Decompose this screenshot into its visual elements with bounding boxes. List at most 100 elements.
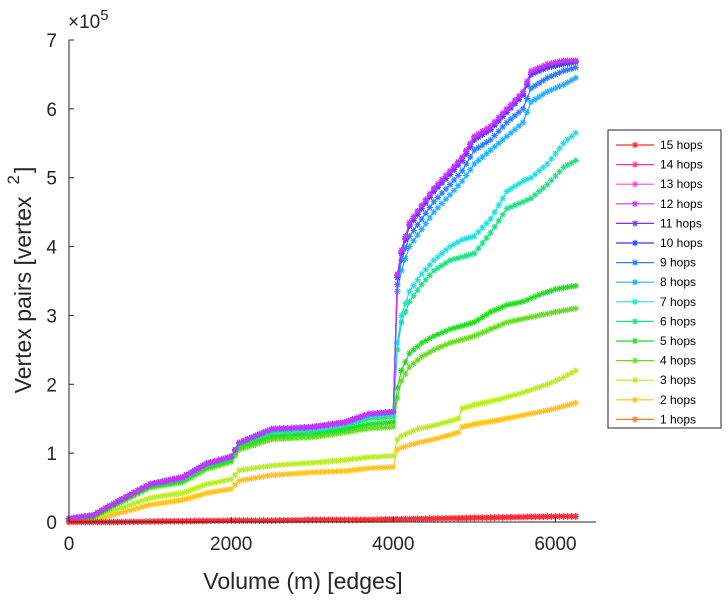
- data-point-3-hops: [519, 389, 527, 396]
- data-point-12-hops: [73, 514, 81, 521]
- data-point-5-hops: [365, 421, 373, 428]
- data-point-2-hops: [292, 470, 300, 477]
- data-point-15-hops: [207, 517, 215, 525]
- data-point-2-hops: [357, 466, 365, 473]
- data-point-9-hops: [515, 109, 523, 116]
- legend-marker: [631, 279, 639, 286]
- data-point-9-hops: [418, 215, 425, 223]
- legend-label: 1 hops: [660, 412, 696, 426]
- data-point-6-hops: [414, 286, 421, 294]
- data-point-6-hops: [568, 159, 575, 166]
- data-point-15-hops: [386, 516, 393, 523]
- data-point-15-hops: [260, 517, 267, 524]
- data-point-4-hops: [564, 306, 571, 314]
- data-point-2-hops: [110, 511, 117, 518]
- data-point-2-hops: [171, 497, 178, 505]
- data-point-12-hops: [211, 457, 219, 465]
- data-point-4-hops: [568, 306, 575, 313]
- data-point-4-hops: [475, 331, 482, 338]
- data-point-3-hops: [227, 476, 235, 483]
- data-point-15-hops: [167, 518, 174, 525]
- data-point-9-hops: [552, 71, 559, 78]
- data-point-9-hops: [560, 67, 567, 75]
- data-point-5-hops: [309, 430, 316, 438]
- data-point-2-hops: [211, 488, 219, 495]
- data-point-4-hops: [495, 322, 502, 329]
- data-point-8-hops: [426, 214, 433, 222]
- data-point-12-hops: [430, 184, 438, 192]
- data-point-15-hops: [503, 514, 511, 521]
- data-point-5-hops: [402, 358, 409, 366]
- data-point-3-hops: [126, 502, 134, 509]
- legend-item-9-hops: 9 hops: [616, 256, 696, 270]
- data-point-2-hops: [300, 469, 308, 477]
- data-point-12-hops: [345, 417, 352, 424]
- data-point-12-hops: [325, 421, 332, 428]
- data-point-15-hops: [248, 517, 255, 524]
- data-point-3-hops: [150, 494, 158, 501]
- legend-label: 13 hops: [660, 177, 703, 191]
- data-point-4-hops: [260, 438, 267, 446]
- data-point-15-hops: [507, 514, 515, 521]
- data-point-4-hops: [540, 311, 547, 318]
- data-point-12-hops: [219, 455, 227, 463]
- data-point-6-hops: [491, 223, 498, 230]
- data-point-4-hops: [349, 427, 356, 435]
- data-point-6-hops: [430, 267, 438, 274]
- data-point-15-hops: [487, 514, 494, 521]
- data-point-3-hops: [475, 400, 482, 408]
- data-point-7-hops: [463, 235, 470, 242]
- data-point-12-hops: [479, 128, 486, 135]
- legend-item-12-hops: 12 hops: [616, 197, 703, 211]
- data-point-4-hops: [244, 443, 251, 451]
- data-point-4-hops: [329, 431, 336, 438]
- data-point-3-hops: [564, 371, 571, 379]
- data-point-9-hops: [475, 144, 482, 151]
- data-point-15-hops: [527, 513, 535, 521]
- data-point-3-hops: [511, 391, 519, 399]
- data-point-3-hops: [191, 485, 198, 492]
- data-point-9-hops: [459, 167, 466, 175]
- data-point-6-hops: [422, 276, 429, 284]
- data-point-7-hops: [499, 195, 506, 202]
- data-point-7-hops: [438, 250, 446, 257]
- data-point-2-hops: [483, 418, 490, 426]
- data-point-2-hops: [556, 404, 563, 411]
- data-point-5-hops: [503, 301, 511, 309]
- data-point-15-hops: [211, 517, 219, 524]
- data-point-5-hops: [268, 432, 275, 440]
- data-point-12-hops: [276, 425, 283, 432]
- data-point-8-hops: [483, 150, 490, 157]
- data-point-12-hops: [329, 420, 336, 428]
- data-point-3-hops: [252, 464, 259, 472]
- data-point-2-hops: [284, 470, 292, 478]
- data-point-2-hops: [199, 491, 206, 498]
- data-point-12-hops: [446, 167, 454, 175]
- data-point-6-hops: [467, 251, 474, 258]
- axis-layer: [68, 40, 596, 523]
- data-point-9-hops: [495, 128, 502, 135]
- data-point-4-hops: [337, 429, 344, 437]
- data-point-6-hops: [544, 181, 551, 188]
- data-point-12-hops: [333, 420, 340, 427]
- data-point-15-hops: [382, 516, 389, 523]
- data-point-8-hops: [552, 85, 559, 92]
- data-point-6-hops: [434, 264, 442, 272]
- data-point-2-hops: [479, 419, 486, 427]
- data-point-15-hops: [296, 516, 304, 524]
- data-point-2-hops: [159, 499, 166, 507]
- data-point-4-hops: [390, 423, 397, 431]
- data-point-3-hops: [552, 377, 559, 385]
- data-point-3-hops: [487, 398, 494, 405]
- data-point-15-hops: [523, 513, 531, 521]
- data-point-12-hops: [402, 233, 409, 240]
- data-point-12-hops: [438, 176, 446, 183]
- data-point-3-hops: [106, 509, 113, 516]
- data-point-3-hops: [479, 399, 486, 407]
- data-point-6-hops: [540, 184, 547, 192]
- data-point-8-hops: [556, 83, 563, 90]
- data-point-8-hops: [402, 255, 409, 262]
- data-point-4-hops: [511, 317, 519, 324]
- legend-marker: [631, 141, 639, 149]
- data-point-8-hops: [572, 74, 579, 82]
